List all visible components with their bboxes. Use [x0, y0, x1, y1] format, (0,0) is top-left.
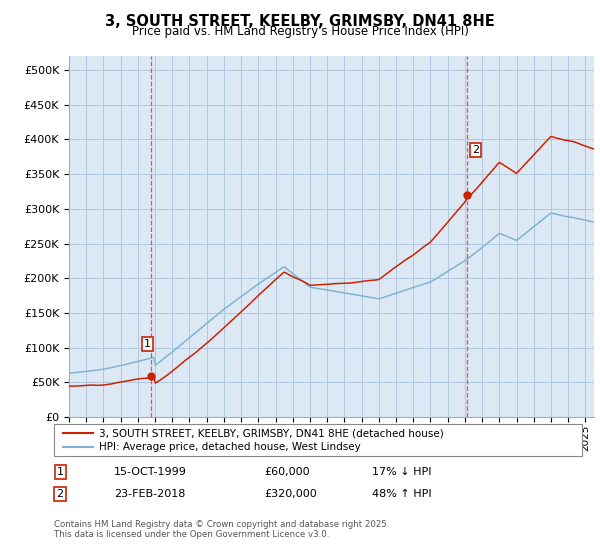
Text: 2: 2	[472, 145, 479, 155]
Text: 3, SOUTH STREET, KEELBY, GRIMSBY, DN41 8HE (detached house): 3, SOUTH STREET, KEELBY, GRIMSBY, DN41 8…	[99, 428, 444, 438]
Text: Price paid vs. HM Land Registry's House Price Index (HPI): Price paid vs. HM Land Registry's House …	[131, 25, 469, 38]
Text: Contains HM Land Registry data © Crown copyright and database right 2025.
This d: Contains HM Land Registry data © Crown c…	[54, 520, 389, 539]
Text: 2: 2	[56, 489, 64, 499]
Text: 3, SOUTH STREET, KEELBY, GRIMSBY, DN41 8HE: 3, SOUTH STREET, KEELBY, GRIMSBY, DN41 8…	[105, 14, 495, 29]
Text: 15-OCT-1999: 15-OCT-1999	[114, 466, 187, 477]
Text: 48% ↑ HPI: 48% ↑ HPI	[372, 489, 431, 499]
Text: 1: 1	[143, 339, 151, 349]
Text: £320,000: £320,000	[264, 489, 317, 499]
Text: 23-FEB-2018: 23-FEB-2018	[114, 489, 185, 499]
Text: HPI: Average price, detached house, West Lindsey: HPI: Average price, detached house, West…	[99, 442, 361, 452]
Text: 17% ↓ HPI: 17% ↓ HPI	[372, 466, 431, 477]
Text: 1: 1	[56, 466, 64, 477]
Text: £60,000: £60,000	[264, 466, 310, 477]
